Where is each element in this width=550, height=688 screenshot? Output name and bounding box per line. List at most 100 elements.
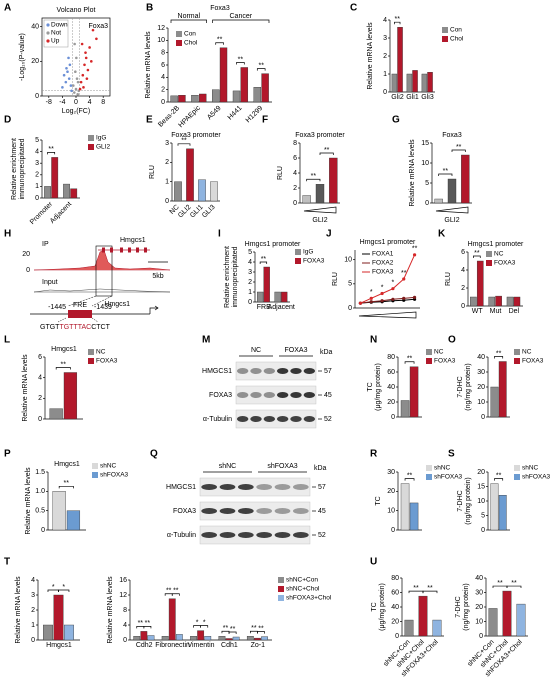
blot-band [276,368,289,374]
exon [136,247,139,253]
legend-label: FOXA3 [303,258,325,265]
bar [43,624,53,641]
blot-band [263,368,276,374]
legend-swatch [88,135,94,141]
sig-bracket [215,42,224,45]
point [73,42,76,46]
x-tick-label: Cdh2 [136,642,153,649]
blot-band [236,416,249,422]
x-tick-label: 8 [101,99,105,106]
size-label: 45 [318,508,326,515]
legend-label: FOXA3 [96,358,118,365]
gene-label: Hmgcs1 [120,237,146,244]
panel-label: O [448,335,456,346]
legend-swatch [88,358,94,364]
track-label: IP [42,241,49,248]
panel-label: N [370,335,377,346]
bar [52,491,66,531]
bar [488,608,498,637]
y-tick-label: 10 [387,508,395,515]
sig-label: ** [427,585,433,592]
y-tick-label: 0 [123,637,127,644]
sig-bracket [404,361,415,364]
bar [218,636,226,641]
legend-label: IgG [303,249,313,256]
sig-bracket [306,178,321,182]
y-tick-label: 80 [391,575,399,582]
bar [133,636,141,641]
y-tick-label: 0 [395,633,399,640]
y-axis-label: TC [375,496,382,505]
x-tick-label: Gli3 [421,94,434,101]
panel-label: R [370,449,378,460]
sig-label: ** [497,580,503,587]
sig-label: ** [511,580,517,587]
bar [170,95,178,103]
blot-band [201,484,218,490]
sig-label: ** [496,350,502,357]
y-tick-label: 30 [475,589,483,596]
x-axis-label: GLI2 [444,217,459,224]
sig-bracket [257,631,265,634]
bar [168,598,176,641]
y-tick-label: 0 [383,89,387,96]
point [73,91,76,94]
bar [404,619,414,637]
point [70,89,73,93]
blot-band [303,392,316,398]
sig-label: ** [474,250,480,257]
panel-label: C [350,3,357,14]
bar [470,296,477,307]
y-axis-label: Relative mRNA levels [107,576,114,644]
y-tick-label: 2 [165,159,169,166]
point [62,73,66,77]
y-axis-label: (ng/mg protein) [465,363,472,410]
blot-band [276,392,289,398]
sig-label: * [196,619,199,626]
zoom-lines [67,295,113,307]
blot-band [236,368,249,374]
x-tick-label: Mut [490,308,502,315]
sig-label: * [370,289,373,296]
y-tick-label: 0 [425,200,429,207]
bar [421,73,428,93]
y-tick-label: 30 [477,369,485,376]
legend-label: shFOXA3+Chol [286,595,332,602]
point [380,299,384,303]
lane-label: NC [251,347,261,354]
sig-label: ** [181,138,187,145]
bar [261,73,269,103]
point [80,42,84,46]
y-axis-label: immunoprecipitated [232,246,239,307]
sig-label: ** [251,625,257,632]
x-tick-label: 4 [88,99,92,106]
sig-label: ** [238,56,244,63]
y-tick-label: 6 [161,62,165,69]
point [369,296,373,300]
bar [210,181,218,202]
point [83,63,86,67]
legend-swatch [442,27,448,33]
y-tick-label: 0 [481,527,485,534]
y-tick-label: 0 [391,414,395,421]
sig-bracket [259,261,268,264]
sequence-part: CTCT [91,324,110,331]
point [66,70,69,74]
size-label: 45 [324,392,332,399]
exon [110,247,113,253]
sig-label: ** [230,626,236,633]
point [90,60,93,63]
blot-band [237,532,254,538]
sig-label: ** [413,585,419,592]
blot-band [274,508,291,514]
panel-label: L [4,335,10,346]
blot-band [237,508,254,514]
point [61,86,64,89]
y-tick-label: 1 [165,179,169,186]
y-tick-label: 8 [293,140,297,147]
point [65,66,68,70]
x-axis-label: GLI2 [312,217,327,224]
point [412,295,417,299]
blot-band [292,508,309,514]
point [88,46,91,49]
